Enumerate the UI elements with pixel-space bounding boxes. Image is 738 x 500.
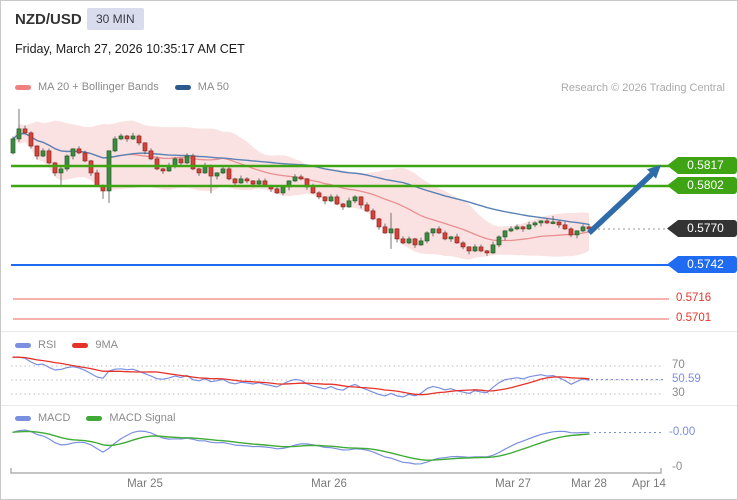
target-level-label-1: 0.5716 (676, 292, 712, 304)
ma20-line (12, 132, 590, 242)
rsi-line (12, 356, 590, 398)
candles-group (10, 108, 592, 256)
price-tag-last-price: 0.5770 (667, 220, 737, 237)
target-level-label-2: 0.5701 (676, 312, 712, 324)
timeframe-badge: 30 MIN (87, 8, 144, 30)
rsi-legend-swatch (15, 342, 31, 348)
rsi-current-value-label: 50.59 (672, 373, 701, 385)
macd-legend-swatch (15, 415, 31, 421)
rsi-level-70-label: 70 (672, 359, 685, 371)
x-axis-label-mar27: Mar 27 (495, 478, 531, 490)
separator-rsi-macd (1, 405, 737, 406)
rsi-ma-legend-swatch (72, 342, 89, 348)
macd-signal-line (12, 430, 590, 461)
macd-legend: MACD MACD Signal (15, 412, 175, 424)
chart-datetime: Friday, March 27, 2026 10:35:17 AM CET (15, 42, 245, 56)
rsi-level-30-label: 30 (672, 387, 685, 399)
macd-line (12, 429, 590, 465)
x-axis-label-mar28: Mar 28 (571, 478, 607, 490)
ma50-legend-swatch (174, 84, 191, 90)
trend-arrow-head (647, 165, 661, 179)
ma50-line (12, 132, 590, 226)
rsi-ma-legend-label: 9MA (95, 339, 118, 351)
rsi-legend-label: RSI (38, 339, 57, 351)
bollinger-band-area (13, 120, 589, 260)
macd-signal-legend-swatch (86, 415, 103, 421)
macd-signal-legend-label: MACD Signal (109, 412, 176, 424)
macd-current-value-label: -0.00 (669, 425, 696, 438)
ma50-legend-label: MA 50 (197, 81, 229, 93)
price-tag-support: 0.5742 (667, 256, 737, 273)
ma20-bollinger-legend-swatch (15, 84, 31, 90)
x-axis-line (10, 468, 662, 474)
ma20-bollinger-legend-label: MA 20 + Bollinger Bands (38, 81, 159, 93)
x-axis-label-mar26: Mar 26 (311, 478, 347, 490)
rsi-ma-line (12, 356, 590, 396)
symbol-title: NZD/USD (15, 11, 82, 28)
macd-zero-label: -0 (672, 461, 683, 473)
separator-main-rsi (1, 331, 737, 332)
macd-legend-label: MACD (38, 412, 71, 424)
trend-arrow-shaft (587, 170, 655, 236)
price-tag-resistance-upper: 0.5817 (667, 157, 737, 174)
main-chart-legend: MA 20 + Bollinger Bands MA 50 (15, 81, 229, 93)
rsi-legend: RSI 9MA (15, 339, 118, 351)
research-credit: Research © 2026 Trading Central (560, 82, 725, 94)
x-axis-label-apr14: Apr 14 (632, 478, 666, 490)
x-axis-label-mar25: Mar 25 (127, 478, 163, 490)
price-tag-resistance-lower: 0.5802 (667, 177, 737, 194)
